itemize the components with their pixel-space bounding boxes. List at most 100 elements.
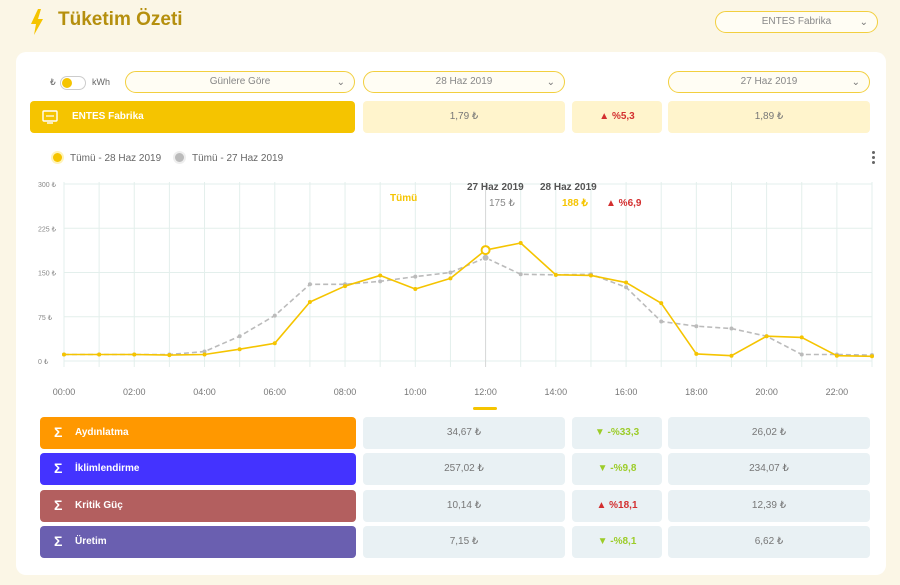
data-point-compare bbox=[413, 274, 418, 279]
x-tick-label: 00:00 bbox=[53, 387, 76, 397]
data-point-compare bbox=[272, 313, 277, 318]
data-point-primary bbox=[764, 334, 769, 339]
x-tick-label: 04:00 bbox=[193, 387, 216, 397]
highlight-point-compare bbox=[481, 253, 490, 262]
category-name: İklimlendirme bbox=[75, 463, 140, 474]
legend-item-compare[interactable]: Tümü - 27 Haz 2019 bbox=[175, 153, 283, 164]
compare-date-select[interactable]: 27 Haz 2019 ⌄ bbox=[668, 71, 870, 93]
legend-label-primary: Tümü - 28 Haz 2019 bbox=[70, 153, 162, 164]
grouping-select-value: Günlere Göre bbox=[209, 76, 271, 87]
y-tick-label: 0 ₺ bbox=[38, 358, 49, 366]
data-point-primary bbox=[659, 301, 664, 306]
category-name: Kritik Güç bbox=[75, 500, 123, 511]
summary-card bbox=[16, 52, 886, 575]
data-point-compare bbox=[237, 334, 242, 339]
category-value-primary: 34,67 ₺ bbox=[363, 417, 565, 449]
data-point-primary bbox=[518, 241, 523, 245]
page-title: Tüketim Özeti bbox=[58, 9, 183, 30]
data-point-primary bbox=[729, 353, 734, 358]
data-point-primary bbox=[378, 273, 383, 278]
data-point-primary bbox=[694, 351, 699, 356]
highlight-indicator bbox=[473, 407, 497, 410]
tooltip-date-compare: 27 Haz 2019 bbox=[467, 182, 524, 193]
chart-grid bbox=[63, 182, 873, 367]
tooltip-change: ▲ %6,9 bbox=[606, 198, 642, 209]
data-point-primary bbox=[307, 300, 312, 304]
more-options-icon[interactable] bbox=[872, 151, 876, 165]
legend-dot-icon bbox=[175, 153, 184, 162]
chart-series bbox=[62, 241, 874, 359]
data-point-primary bbox=[870, 354, 874, 359]
category-label-aydinlatma[interactable]: Σ Aydınlatma bbox=[40, 417, 356, 449]
data-point-primary bbox=[97, 352, 102, 357]
data-point-compare bbox=[518, 272, 523, 277]
category-change: ▼ -%8,1 bbox=[572, 526, 662, 558]
category-value-compare: 6,62 ₺ bbox=[668, 526, 870, 558]
category-value-compare: 26,02 ₺ bbox=[668, 417, 870, 449]
data-point-compare bbox=[202, 349, 207, 354]
data-point-primary bbox=[553, 272, 558, 277]
sigma-icon: Σ bbox=[54, 497, 63, 513]
compare-date-value: 27 Haz 2019 bbox=[740, 76, 798, 87]
monitor-icon bbox=[42, 110, 58, 124]
x-tick-label: 14:00 bbox=[545, 387, 568, 397]
data-point-compare bbox=[307, 282, 312, 287]
category-value-primary: 10,14 ₺ bbox=[363, 490, 565, 522]
primary-date-value: 28 Haz 2019 bbox=[435, 76, 493, 87]
x-tick-label: 02:00 bbox=[123, 387, 146, 397]
data-point-compare bbox=[729, 326, 734, 331]
tooltip-value-primary: 188 ₺ bbox=[562, 198, 588, 209]
tooltip-value-compare: 175 ₺ bbox=[489, 198, 515, 209]
category-label-iklimlendirme[interactable]: Σ İklimlendirme bbox=[40, 453, 356, 485]
header: Tüketim Özeti ENTES Fabrika ⌄ bbox=[0, 0, 900, 48]
category-change: ▲ %18,1 bbox=[572, 490, 662, 522]
y-tick-label: 225 ₺ bbox=[38, 225, 57, 233]
category-change: ▼ -%9,8 bbox=[572, 453, 662, 485]
category-value-primary: 7,15 ₺ bbox=[363, 526, 565, 558]
data-point-compare bbox=[448, 270, 453, 275]
data-point-compare bbox=[378, 279, 383, 284]
data-point-primary bbox=[624, 280, 629, 285]
legend-label-compare: Tümü - 27 Haz 2019 bbox=[192, 153, 284, 164]
y-tick-label: 75 ₺ bbox=[38, 314, 53, 322]
facility-select-value: ENTES Fabrika bbox=[761, 16, 832, 27]
category-label-uretim[interactable]: Σ Üretim bbox=[40, 526, 356, 558]
primary-date-select[interactable]: 28 Haz 2019 ⌄ bbox=[363, 71, 565, 93]
y-tick-label: 150 ₺ bbox=[38, 270, 57, 278]
category-name: Üretim bbox=[75, 536, 107, 547]
data-point-primary bbox=[132, 352, 137, 357]
category-value-primary: 257,02 ₺ bbox=[363, 453, 565, 485]
x-tick-label: 08:00 bbox=[334, 387, 357, 397]
data-point-primary bbox=[343, 284, 348, 289]
unit-label: kWh bbox=[92, 77, 110, 87]
grouping-select[interactable]: Günlere Göre ⌄ bbox=[125, 71, 355, 93]
data-point-primary bbox=[799, 335, 804, 340]
data-point-primary bbox=[448, 276, 453, 281]
category-name: Aydınlatma bbox=[75, 427, 129, 438]
category-value-compare: 234,07 ₺ bbox=[668, 453, 870, 485]
data-point-compare bbox=[694, 324, 699, 329]
data-point-compare bbox=[659, 319, 664, 324]
x-tick-label: 10:00 bbox=[404, 387, 427, 397]
chevron-down-icon: ⌄ bbox=[546, 77, 555, 88]
summary-facility-label[interactable]: ENTES Fabrika bbox=[30, 101, 355, 133]
data-point-compare bbox=[799, 352, 804, 357]
summary-value-primary: 1,79 ₺ bbox=[363, 101, 565, 133]
summary-change: ▲ %5,3 bbox=[572, 101, 662, 133]
unit-toggle[interactable] bbox=[60, 76, 86, 90]
facility-select[interactable]: ENTES Fabrika ⌄ bbox=[715, 11, 878, 33]
data-point-primary bbox=[202, 352, 207, 357]
chevron-down-icon: ⌄ bbox=[851, 77, 860, 88]
data-point-primary bbox=[237, 347, 242, 352]
data-point-primary bbox=[834, 353, 839, 358]
summary-value-compare: 1,89 ₺ bbox=[668, 101, 870, 133]
data-point-primary bbox=[62, 352, 66, 357]
data-point-primary bbox=[167, 353, 172, 358]
category-label-kritik-guc[interactable]: Σ Kritik Güç bbox=[40, 490, 356, 522]
unit-toggle-group: ₺ kWh bbox=[50, 74, 120, 92]
chevron-down-icon: ⌄ bbox=[336, 77, 345, 88]
legend-item-primary[interactable]: Tümü - 28 Haz 2019 bbox=[53, 153, 161, 164]
x-tick-label: 06:00 bbox=[264, 387, 287, 397]
data-point-compare bbox=[624, 285, 629, 290]
x-tick-label: 22:00 bbox=[826, 387, 849, 397]
